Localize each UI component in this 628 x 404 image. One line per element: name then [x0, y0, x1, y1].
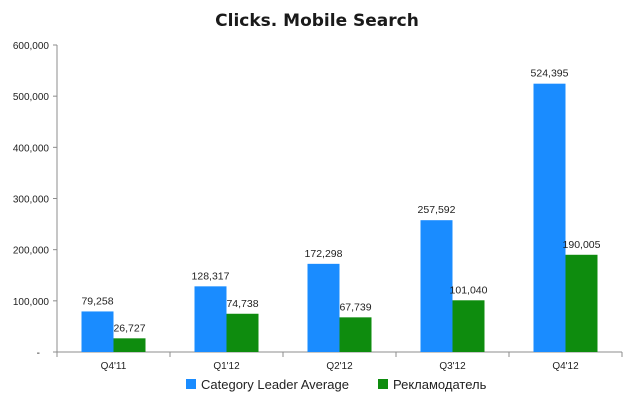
- data-label: 67,739: [339, 301, 371, 313]
- data-label: 257,592: [418, 204, 456, 216]
- data-label: 172,298: [305, 248, 343, 260]
- legend: Category Leader Average Рекламодатель: [186, 377, 487, 392]
- x-tick-label: Q2'12: [326, 361, 353, 372]
- data-label: 128,317: [192, 270, 230, 282]
- bar-category-leader: [533, 83, 566, 352]
- legend-swatch: [378, 379, 388, 389]
- data-label: 74,738: [226, 298, 258, 310]
- data-label: 190,005: [563, 239, 601, 251]
- data-label: 79,258: [81, 295, 113, 307]
- x-axis: Q4'11 Q1'12 Q2'12 Q3'12 Q4'12: [56, 351, 623, 372]
- y-tick-label: 500,000: [13, 92, 50, 103]
- bars: [81, 83, 598, 352]
- legend-swatch: [186, 379, 196, 389]
- bar-advertiser: [226, 313, 259, 352]
- x-tick-label: Q4'12: [552, 361, 579, 372]
- bar-category-leader: [81, 311, 114, 352]
- chart-title: Clicks. Mobile Search: [215, 11, 419, 31]
- bar-category-leader: [420, 220, 453, 352]
- bar-advertiser: [452, 300, 485, 352]
- x-tick-label: Q3'12: [439, 361, 466, 372]
- y-tick-label: 200,000: [13, 246, 50, 257]
- y-tick-label: 400,000: [13, 143, 50, 154]
- data-label: 101,040: [450, 284, 488, 296]
- y-tick-label: 300,000: [13, 195, 50, 206]
- y-tick-label: -: [37, 348, 40, 359]
- bar-category-leader: [194, 286, 227, 352]
- data-label: 26,727: [113, 322, 145, 334]
- data-label: 524,395: [531, 68, 569, 80]
- bar-advertiser: [339, 317, 372, 352]
- x-tick-label: Q1'12: [213, 361, 240, 372]
- bar-advertiser: [565, 254, 598, 352]
- bar-category-leader: [307, 263, 340, 352]
- data-labels: 79,258 128,317 172,298 257,592 524,395 26,727…: [81, 68, 600, 335]
- bar-advertiser: [113, 338, 146, 352]
- y-tick-label: 600,000: [13, 41, 50, 52]
- x-tick-label: Q4'11: [101, 361, 127, 372]
- legend-label: Рекламодатель: [393, 377, 487, 392]
- legend-label: Category Leader Average: [201, 377, 349, 392]
- y-tick-label: 100,000: [13, 297, 50, 308]
- y-axis: - 100,000 200,000 300,000 400,000 500,000 600,…: [13, 41, 58, 359]
